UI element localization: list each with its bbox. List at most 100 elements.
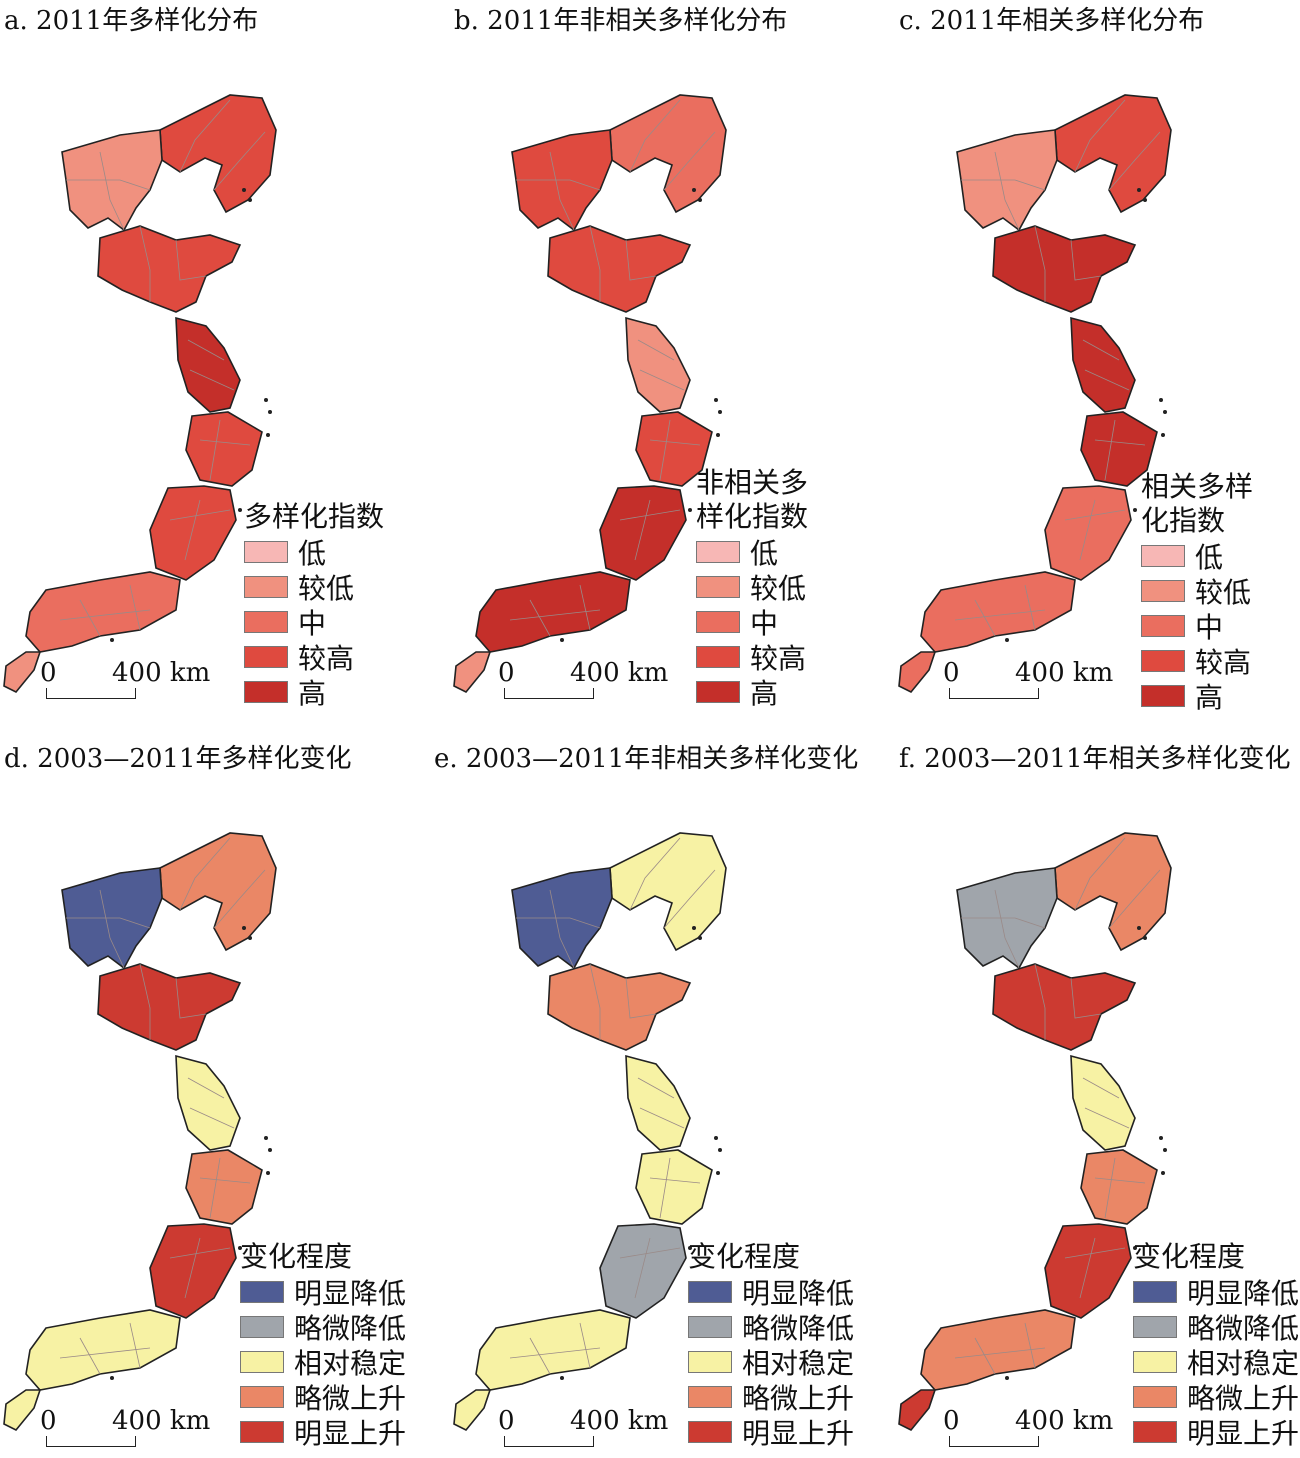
city-boundary <box>209 1157 221 1219</box>
panel-title: d. 2003—2011年多样化变化 <box>4 744 352 774</box>
province-region <box>149 485 237 581</box>
legend-title: 变化程度 <box>1133 1240 1246 1273</box>
city-boundary <box>1034 225 1046 302</box>
legend-item: 低 <box>1141 538 1266 574</box>
legend-swatch <box>244 680 288 703</box>
city-boundary <box>974 599 996 637</box>
panel-e: e. 2003—2011年非相关多样化变化 变化程度 明显降低 略微降低 相对稳定略… <box>430 738 870 1458</box>
island-dot <box>560 638 564 642</box>
city-boundary <box>189 369 235 391</box>
city-boundary <box>629 837 681 911</box>
province-region <box>609 94 727 214</box>
legend-swatch <box>696 540 740 563</box>
city-boundary <box>1079 499 1096 561</box>
legend-swatch <box>244 575 288 598</box>
legend-swatch <box>688 1420 732 1443</box>
province-region <box>475 571 631 653</box>
city-boundary <box>1108 131 1161 191</box>
legend-swatch <box>688 1350 732 1373</box>
city-boundary <box>1108 869 1161 929</box>
island-dot <box>692 926 696 930</box>
legend-label: 较低 <box>298 571 355 605</box>
province-region <box>175 316 241 413</box>
coastal-map <box>3 832 277 1432</box>
province-region <box>149 1223 237 1319</box>
legend-item: 较高 <box>244 639 404 675</box>
legend-label: 明显上升 <box>742 1416 855 1450</box>
city-boundary <box>974 1337 996 1375</box>
legend-swatch <box>1133 1420 1177 1443</box>
legend-swatch <box>1141 579 1185 602</box>
scale-line <box>949 1436 1039 1447</box>
panel-title: f. 2003—2011年相关多样化变化 <box>899 744 1291 774</box>
legend-swatch <box>696 575 740 598</box>
city-boundary <box>184 499 201 561</box>
province-region <box>3 1389 42 1432</box>
city-boundary <box>954 1347 1046 1359</box>
legend-swatch <box>240 1385 284 1408</box>
city-boundary <box>1079 1237 1096 1299</box>
island-dot <box>1159 1136 1163 1140</box>
panel-d: d. 2003—2011年多样化变化 变化程度 明显降低 略微降低 相对稳定 略微上升… <box>0 738 440 1458</box>
legend-swatch <box>688 1385 732 1408</box>
province-region <box>1054 94 1172 214</box>
province-region <box>920 1309 1076 1391</box>
city-boundary <box>954 609 1046 621</box>
city-boundary <box>634 499 651 561</box>
city-boundary <box>1070 239 1102 281</box>
panel-f: f. 2003—2011年相关多样化变化 变化程度 明显降低 略微降低 相对稳定 略微… <box>895 738 1300 1458</box>
legend-swatch <box>1141 684 1185 707</box>
city-boundary <box>637 1077 675 1099</box>
city-boundary <box>1084 369 1130 391</box>
legend-item: 略微上升 <box>688 1379 854 1415</box>
legend-item: 明显降低 <box>1133 1274 1299 1310</box>
legend-item: 明显降低 <box>688 1274 854 1310</box>
legend-item: 相对稳定 <box>1133 1344 1299 1380</box>
city-boundary <box>516 179 601 191</box>
legend-label: 较高 <box>298 641 355 675</box>
island-dot <box>1159 398 1163 402</box>
island-dot <box>110 1376 114 1380</box>
island-dot <box>238 508 242 512</box>
legend-label: 相对稳定 <box>742 1346 855 1380</box>
legend-swatch <box>240 1420 284 1443</box>
scale-zero: 0 <box>943 1406 960 1436</box>
city-boundary <box>589 225 601 302</box>
province-region <box>97 963 242 1051</box>
legend-label: 略微上升 <box>1187 1381 1300 1415</box>
coastal-map <box>898 832 1172 1432</box>
province-region <box>1054 832 1172 952</box>
province-region <box>1070 316 1136 413</box>
province-region <box>159 832 277 952</box>
city-boundary <box>994 889 1020 969</box>
province-region <box>898 651 937 694</box>
legend-label: 中 <box>750 606 779 640</box>
scale-line <box>504 1436 594 1447</box>
city-boundary <box>509 1347 601 1359</box>
province-region <box>185 411 263 487</box>
city-boundary <box>187 1077 225 1099</box>
island-dot <box>1137 926 1141 930</box>
city-boundary <box>1024 1322 1036 1369</box>
legend-item: 较高 <box>1141 643 1266 679</box>
city-boundary <box>1024 584 1036 631</box>
city-boundary <box>549 889 575 969</box>
map-legend: 相关多样化指数 低较低中较高高 <box>1141 470 1266 714</box>
legend-title: 变化程度 <box>240 1240 353 1273</box>
city-boundary <box>634 1237 651 1299</box>
city-boundary <box>961 917 1046 929</box>
province-region <box>453 1389 492 1432</box>
panel-b: b. 2011年非相关多样化分布 非相关多样化指数 低较低中较高高 0 400 … <box>450 0 890 720</box>
province-region <box>1070 1054 1136 1151</box>
island-dot <box>268 1148 272 1152</box>
province-region <box>920 571 1076 653</box>
province-region <box>25 571 181 653</box>
province-region <box>992 963 1137 1051</box>
city-boundary <box>199 1177 251 1184</box>
legend-swatch <box>1141 649 1185 672</box>
legend-item: 高 <box>1141 678 1266 714</box>
legend-label: 明显上升 <box>294 1416 407 1450</box>
province-region <box>175 1054 241 1151</box>
island-dot <box>1163 410 1167 414</box>
city-boundary <box>79 599 101 637</box>
